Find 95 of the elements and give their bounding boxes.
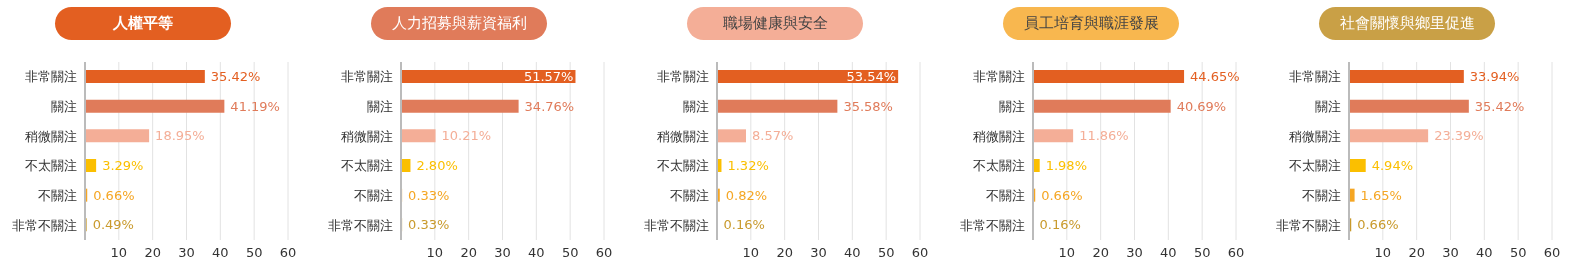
y-tick-label: 不關注 [354,188,393,204]
x-tick-label: 50 [1509,245,1527,261]
x-tick-label: 60 [911,245,929,261]
x-tick-label: 10 [426,245,444,261]
data-label: 23.39% [1434,128,1484,144]
data-label: 0.66% [93,187,135,203]
data-label: 18.95% [155,128,205,144]
x-tick-label: 30 [1442,245,1459,261]
x-tick-label: 50 [561,245,579,261]
x-tick-label: 50 [1193,245,1211,261]
data-label: 0.33% [408,217,450,233]
data-label: 1.65% [1360,187,1402,203]
x-tick-label: 60 [1543,245,1561,261]
data-label: 2.80% [416,158,458,173]
x-tick-label: 50 [245,245,263,261]
y-tick-label: 非常不關注 [328,217,393,233]
data-label: 11.86% [1079,128,1129,144]
y-tick-label: 非常關注 [657,69,709,85]
data-label: 1.98% [1045,158,1088,173]
x-tick-label: 60 [279,245,297,261]
chart-title: 人力招募與薪資福利 [371,7,547,40]
y-tick-label: 關注 [683,99,709,115]
y-tick-label: 非常不關注 [644,217,709,233]
data-label: 0.82% [725,187,768,203]
data-label: 35.42% [210,69,261,84]
data-label: 1.32% [727,158,769,173]
chart-title: 社會關懷與鄉里促進 [1319,7,1495,40]
y-tick-label: 稍微關注 [973,128,1025,144]
data-label: 33.94% [1469,69,1520,84]
y-tick-label: 非常關注 [341,69,393,85]
data-label: 3.29% [102,158,144,173]
x-tick-label: 60 [595,245,613,261]
data-label: 0.66% [1357,217,1399,233]
x-tick-label: 20 [776,245,793,261]
y-tick-label: 非常關注 [1289,69,1341,85]
data-label: 0.66% [1041,187,1083,203]
y-tick-label: 非常不關注 [960,217,1025,233]
data-label: 8.57% [752,128,794,144]
y-tick-label: 不太關注 [973,158,1025,174]
x-tick-label: 20 [1408,245,1425,261]
x-tick-label: 40 [844,245,861,261]
y-tick-label: 不太關注 [657,158,709,174]
y-tick-label: 關注 [367,99,393,115]
y-tick-label: 關注 [51,99,77,115]
x-tick-label: 40 [212,245,229,261]
x-tick-label: 60 [1227,245,1245,261]
data-label: 51.57% [523,69,574,84]
chart-title: 人權平等 [55,7,231,40]
data-label: 34.76% [524,98,575,114]
x-tick-label: 10 [1058,245,1076,261]
y-tick-label: 不關注 [986,188,1025,204]
data-label: 0.16% [1039,217,1081,233]
data-label: 44.65% [1190,69,1240,84]
x-tick-label: 30 [810,245,827,261]
x-tick-label: 10 [1374,245,1392,261]
y-tick-label: 關注 [1315,99,1341,115]
y-tick-label: 不太關注 [25,158,77,174]
data-label: 41.19% [230,98,280,114]
x-tick-label: 20 [460,245,477,261]
y-tick-label: 非常關注 [25,69,77,85]
data-label: 35.42% [1474,98,1525,114]
y-tick-label: 稍微關注 [25,128,77,144]
chart-title: 員工培育與職涯發展 [1003,7,1179,40]
x-tick-label: 30 [1126,245,1143,261]
data-label: 40.69% [1176,98,1227,114]
x-tick-label: 10 [742,245,760,261]
y-tick-label: 關注 [999,99,1025,115]
y-tick-label: 不關注 [670,188,709,204]
x-tick-label: 10 [110,245,128,261]
chart-title: 職場健康與安全 [687,7,863,40]
y-tick-label: 非常不關注 [12,217,77,233]
y-tick-label: 稍微關注 [1289,128,1341,144]
x-tick-label: 50 [877,245,895,261]
x-tick-label: 40 [1160,245,1177,261]
x-tick-label: 20 [144,245,161,261]
y-tick-label: 不太關注 [341,158,393,174]
data-label: 0.49% [92,217,134,233]
y-tick-label: 稍微關注 [657,128,709,144]
x-tick-label: 40 [1476,245,1493,261]
data-label: 35.58% [843,98,893,114]
x-tick-label: 30 [178,245,195,261]
y-tick-label: 不太關注 [1289,158,1341,174]
y-tick-label: 不關注 [38,188,77,204]
x-tick-label: 20 [1092,245,1109,261]
x-tick-label: 40 [528,245,545,261]
y-tick-label: 不關注 [1302,188,1341,204]
data-label: 0.33% [408,187,450,203]
y-tick-label: 非常關注 [973,69,1025,85]
data-label: 4.94% [1371,158,1414,173]
data-label: 0.16% [723,217,765,233]
x-tick-label: 30 [494,245,511,261]
data-label: 10.21% [441,128,492,144]
y-tick-label: 稍微關注 [341,128,393,144]
y-tick-label: 非常不關注 [1276,217,1341,233]
data-label: 53.54% [846,69,897,84]
